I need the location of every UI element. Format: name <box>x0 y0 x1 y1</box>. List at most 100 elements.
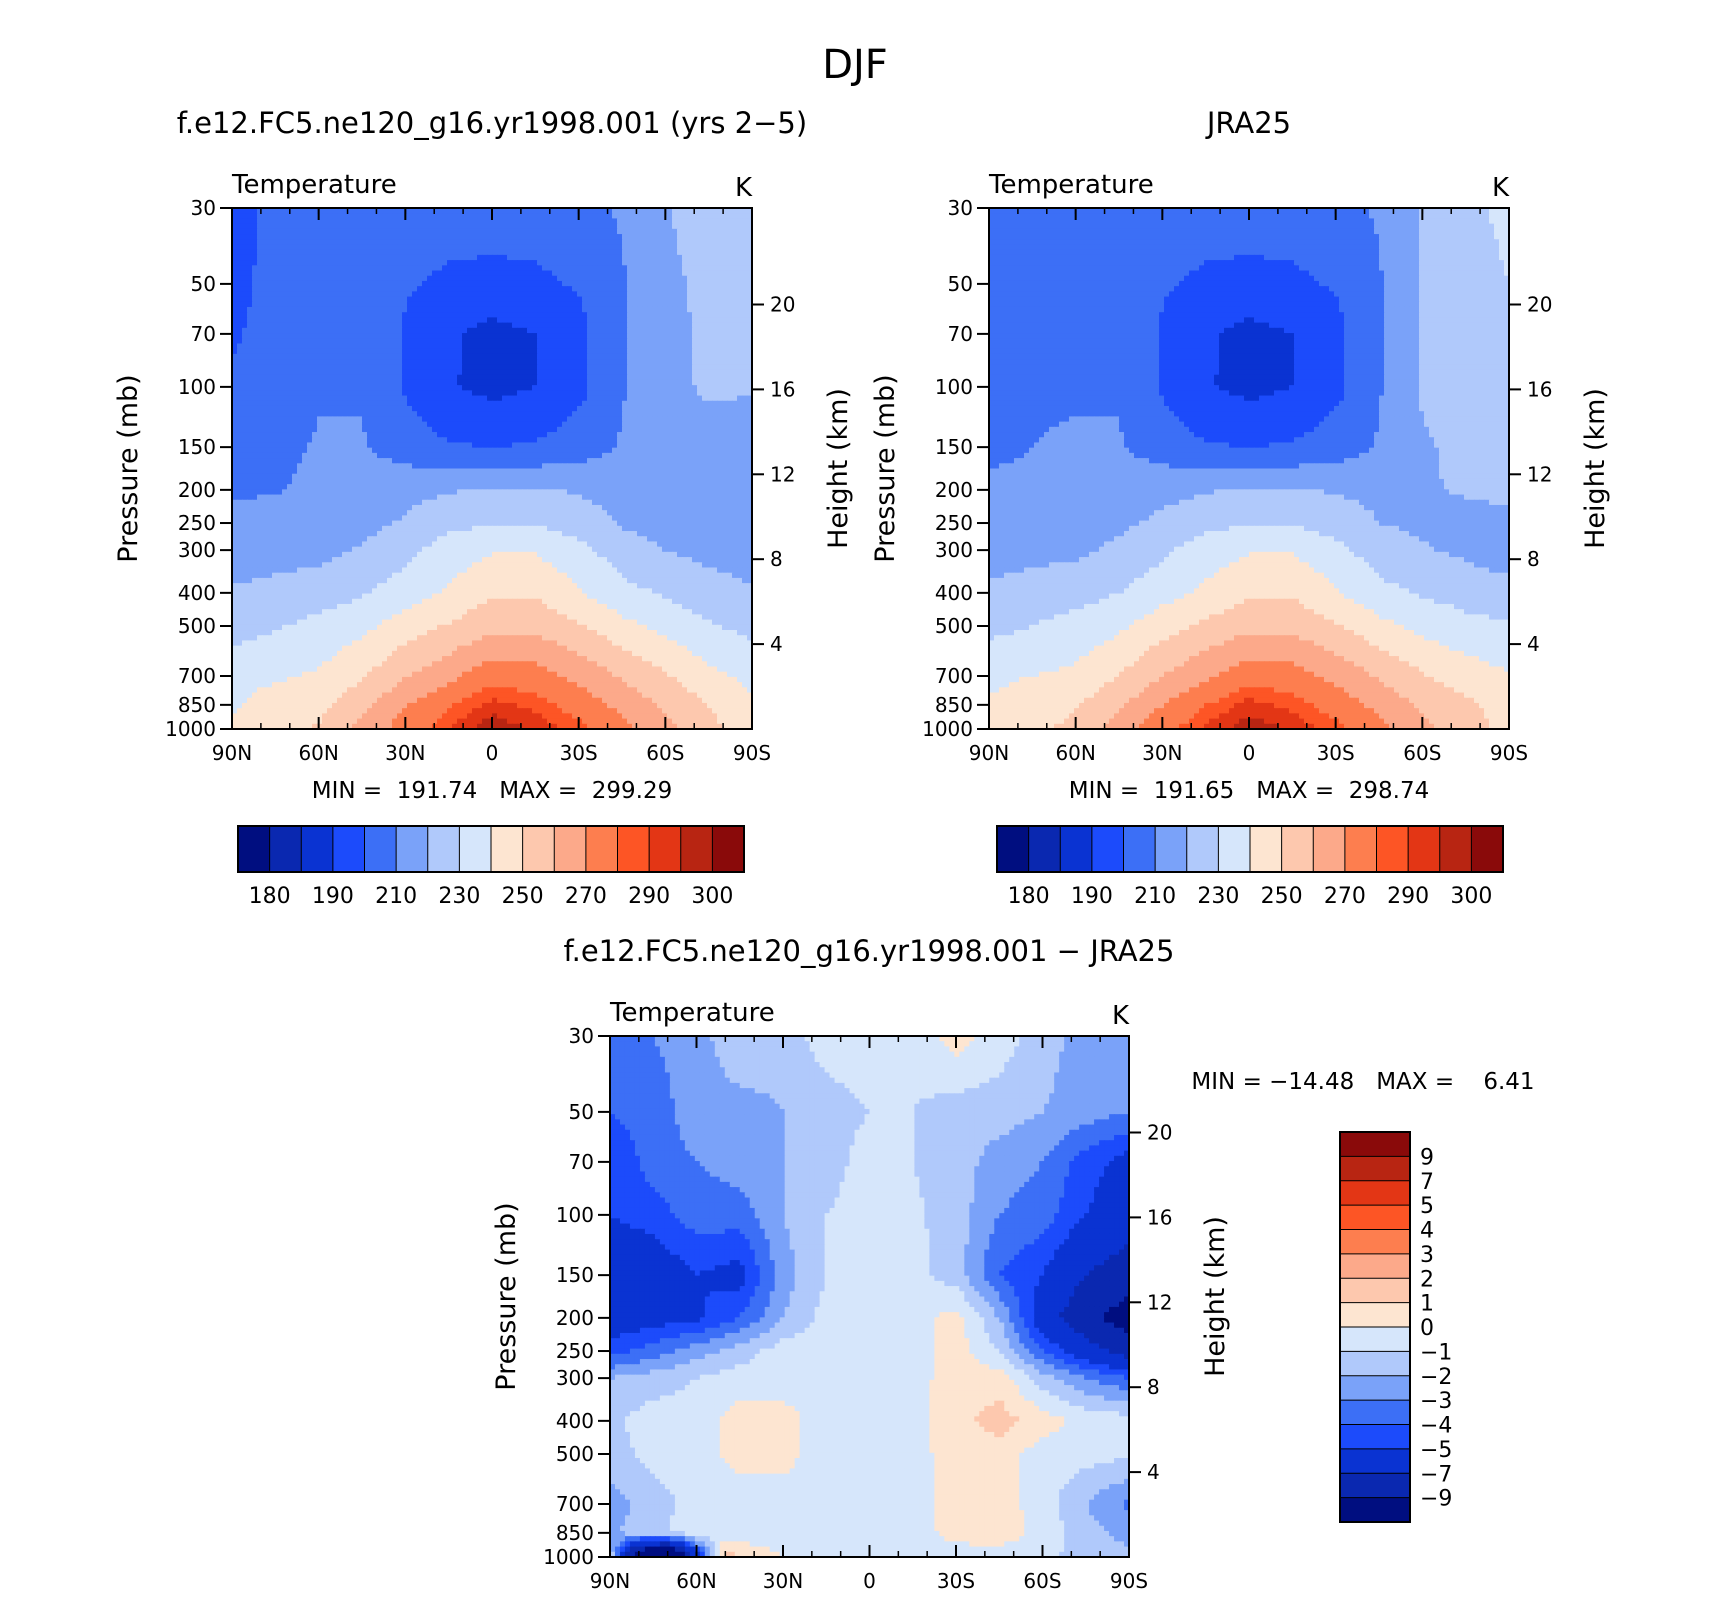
contour-cell <box>712 208 718 214</box>
contour-cell <box>312 343 318 350</box>
contour-cell <box>652 452 658 459</box>
contour-cell <box>387 275 393 282</box>
contour-cell <box>642 286 648 292</box>
contour-cell <box>282 286 288 292</box>
contour-cell <box>647 333 653 339</box>
contour-cell <box>647 280 653 287</box>
contour-cell <box>242 249 248 256</box>
contour-cell <box>392 447 398 454</box>
contour-cell <box>437 260 443 266</box>
contour-cell <box>682 327 688 334</box>
contour-cell <box>232 395 238 402</box>
contour-cell <box>497 421 503 428</box>
contour-cell <box>712 291 718 298</box>
contour-cell <box>377 322 383 329</box>
contour-cell <box>712 260 718 266</box>
contour-cell <box>567 260 573 266</box>
contour-cell <box>692 369 698 376</box>
contour-cell <box>617 374 623 381</box>
contour-cell <box>727 338 733 345</box>
contour-cell <box>317 234 323 240</box>
contour-cell <box>622 234 628 240</box>
contour-cell <box>667 306 673 313</box>
contour-cell <box>372 291 378 298</box>
contour-cell <box>447 432 453 438</box>
contour-cell <box>467 333 473 339</box>
contour-cell <box>607 265 613 272</box>
contour-cell <box>637 223 643 230</box>
contour-cell <box>562 270 568 277</box>
contour-cell <box>312 416 318 423</box>
contour-cell <box>287 390 293 397</box>
contour-cell <box>677 333 683 339</box>
contour-cell <box>557 228 563 235</box>
contour-cell <box>532 333 538 339</box>
contour-cell <box>732 379 738 386</box>
contour-cell <box>657 306 663 313</box>
contour-cell <box>707 364 713 371</box>
contour-cell <box>592 275 598 282</box>
contour-cell <box>522 254 528 261</box>
contour-cell <box>642 296 648 303</box>
contour-cell <box>562 223 568 230</box>
contour-cell <box>252 280 258 287</box>
contour-cell <box>362 291 368 298</box>
contour-cell <box>432 280 438 287</box>
contour-cell <box>632 286 638 292</box>
contour-cell <box>592 416 598 423</box>
contour-cell <box>287 306 293 313</box>
contour-cell <box>747 447 752 454</box>
contour-cell <box>652 348 658 355</box>
contour-cell <box>462 353 468 360</box>
contour-cell <box>307 270 313 277</box>
contour-cell <box>287 228 293 235</box>
contour-cell <box>537 306 543 313</box>
contour-cell <box>512 426 518 433</box>
contour-cell <box>407 312 413 319</box>
contour-cell <box>672 374 678 381</box>
contour-cell <box>282 390 288 397</box>
contour-cell <box>692 390 698 397</box>
contour-cell <box>472 249 478 256</box>
contour-cell <box>527 223 533 230</box>
contour-cell <box>597 218 603 225</box>
contour-cell <box>347 437 353 444</box>
contour-cell <box>627 327 633 334</box>
contour-cell <box>522 379 528 386</box>
contour-cell <box>392 390 398 397</box>
contour-cell <box>557 218 563 225</box>
contour-cell <box>482 353 488 360</box>
contour-cell <box>697 265 703 272</box>
contour-cell <box>572 421 578 428</box>
contour-cell <box>267 280 273 287</box>
contour-cell <box>452 249 458 256</box>
contour-cell <box>627 395 633 402</box>
contour-cell <box>612 280 618 287</box>
contour-cell <box>702 239 708 246</box>
contour-cell <box>657 213 663 220</box>
contour-cell <box>322 385 328 391</box>
contour-cell <box>237 390 243 397</box>
contour-cell <box>297 390 303 397</box>
contour-cell <box>287 280 293 287</box>
contour-cell <box>597 291 603 298</box>
contour-cell <box>482 249 488 256</box>
contour-cell <box>712 421 718 428</box>
contour-cell <box>357 426 363 433</box>
contour-cell <box>252 442 258 449</box>
contour-cell <box>242 395 248 402</box>
contour-cell <box>582 379 588 386</box>
contour-cell <box>422 395 428 402</box>
contour-cell <box>732 260 738 266</box>
contour-cell <box>727 291 733 298</box>
contour-cell <box>312 385 318 391</box>
contour-cell <box>322 213 328 220</box>
contour-cell <box>637 385 643 391</box>
contour-cell <box>452 333 458 339</box>
contour-cell <box>672 239 678 246</box>
contour-cell <box>382 218 388 225</box>
contour-cell <box>347 280 353 287</box>
contour-cell <box>357 223 363 230</box>
contour-cell <box>277 317 283 324</box>
contour-cell <box>272 296 278 303</box>
